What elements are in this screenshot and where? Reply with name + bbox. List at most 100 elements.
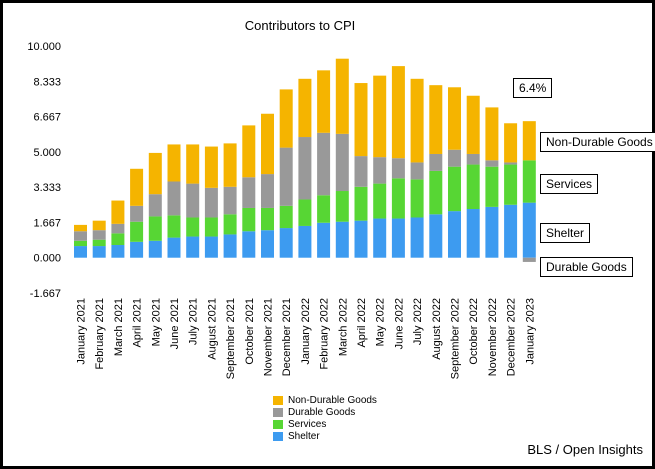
x-tick-label: December 2021 xyxy=(281,298,293,376)
x-axis: January 2021 February 2021 March 2021 April… xyxy=(76,298,537,379)
y-tick-label: -1.667 xyxy=(30,288,61,300)
annotation-total: 6.4% xyxy=(513,78,553,98)
bar-segment-services xyxy=(167,215,181,238)
x-tick-label: July 2021 xyxy=(188,298,200,345)
bar-segment-shelter xyxy=(242,231,256,258)
bar-segment-services xyxy=(522,160,536,203)
legend: Non-Durable Goods Durable Goods Services… xyxy=(273,394,377,442)
x-tick-label: November 2022 xyxy=(487,298,499,376)
legend-item: Non-Durable Goods xyxy=(273,394,377,406)
bar-segment-services xyxy=(504,164,518,205)
bar-segment-shelter xyxy=(373,218,387,258)
x-tick-label: January 2023 xyxy=(524,298,536,365)
bar-segment-shelter xyxy=(317,222,331,258)
y-tick-label: 10.000 xyxy=(27,41,61,53)
x-tick-label: June 2021 xyxy=(169,298,181,349)
bar-segment-shelter xyxy=(130,241,144,258)
bar-segment-services xyxy=(335,191,349,222)
bar-segment-non-durable-goods xyxy=(111,200,125,224)
bar-segment-services xyxy=(354,186,368,221)
bar-segment-services xyxy=(74,240,87,247)
bar-segment-durable-goods xyxy=(74,231,87,241)
bar-segment-shelter xyxy=(279,228,293,258)
bar-segment-services xyxy=(261,207,274,231)
bar-segment-durable-goods xyxy=(261,174,274,208)
legend-label: Non-Durable Goods xyxy=(288,394,377,406)
bar-segment-services xyxy=(92,239,106,247)
bar-segment-services xyxy=(298,199,312,226)
annotation-shelter: Shelter xyxy=(540,223,591,243)
bar-segment-shelter xyxy=(148,240,162,258)
y-tick-label: 3.333 xyxy=(33,182,61,194)
bar-segment-durable-goods xyxy=(111,223,125,234)
bar-segment-shelter xyxy=(186,236,200,258)
bar-segment-durable-goods xyxy=(317,132,331,196)
chart-title: Contributors to CPI xyxy=(245,18,356,33)
bar-segment-non-durable-goods xyxy=(130,168,144,206)
y-tick-label: 0.000 xyxy=(33,253,61,265)
bar-segment-durable-goods xyxy=(391,158,405,179)
bar-segment-durable-goods xyxy=(466,153,480,165)
bar-segment-non-durable-goods xyxy=(373,75,387,158)
bars xyxy=(74,58,536,262)
legend-item: Shelter xyxy=(273,430,377,442)
bar-segment-durable-goods xyxy=(522,257,536,262)
bar-segment-non-durable-goods xyxy=(354,83,368,157)
legend-label: Durable Goods xyxy=(288,406,356,418)
bar-segment-shelter xyxy=(261,230,274,258)
legend-item: Services xyxy=(273,418,377,430)
y-tick-label: 1.667 xyxy=(33,217,61,229)
x-tick-label: December 2022 xyxy=(506,298,518,376)
bar-segment-shelter xyxy=(335,221,349,258)
bar-segment-shelter xyxy=(410,217,424,258)
bar-segment-services xyxy=(410,179,424,218)
bar-segment-durable-goods xyxy=(448,149,461,167)
x-tick-label: October 2021 xyxy=(244,298,256,365)
legend-swatch-services xyxy=(273,419,283,429)
x-tick-label: March 2022 xyxy=(337,298,349,356)
bar-segment-non-durable-goods xyxy=(204,146,218,188)
bar-segment-durable-goods xyxy=(186,183,200,218)
annotation-non-durable-goods: Non-Durable Goods xyxy=(540,132,655,152)
bar-segment-services xyxy=(485,166,499,207)
x-tick-label: October 2022 xyxy=(468,298,480,365)
x-tick-label: April 2021 xyxy=(132,298,144,348)
bar-segment-non-durable-goods xyxy=(429,85,443,154)
x-tick-label: May 2022 xyxy=(375,298,387,346)
bar-segment-non-durable-goods xyxy=(504,123,518,163)
bar-segment-non-durable-goods xyxy=(242,125,256,178)
bar-segment-durable-goods xyxy=(167,181,181,216)
bar-segment-services xyxy=(148,216,162,241)
bar-segment-non-durable-goods xyxy=(391,66,405,159)
bar-segment-services xyxy=(204,217,218,237)
bar-segment-durable-goods xyxy=(429,153,443,171)
bar-segment-shelter xyxy=(111,245,125,258)
bar-segment-non-durable-goods xyxy=(167,144,181,182)
x-tick-label: September 2022 xyxy=(450,298,462,379)
bar-segment-non-durable-goods xyxy=(298,78,312,138)
source-credit: BLS / Open Insights xyxy=(527,442,643,457)
bar-segment-durable-goods xyxy=(504,162,518,165)
bar-segment-non-durable-goods xyxy=(223,143,237,187)
bar-segment-durable-goods xyxy=(485,160,499,167)
bar-segment-non-durable-goods xyxy=(317,70,331,133)
bar-segment-shelter xyxy=(74,246,87,258)
bar-segment-shelter xyxy=(522,202,536,258)
bar-segment-durable-goods xyxy=(92,230,106,240)
bar-segment-shelter xyxy=(448,211,461,258)
bar-segment-services xyxy=(186,217,200,237)
bar-segment-services xyxy=(223,214,237,235)
bar-segment-durable-goods xyxy=(130,205,144,222)
legend-swatch-shelter xyxy=(273,431,283,441)
y-tick-label: 8.333 xyxy=(33,76,61,88)
bar-segment-durable-goods xyxy=(335,133,349,192)
x-tick-label: June 2022 xyxy=(393,298,405,349)
bar-segment-shelter xyxy=(204,236,218,258)
bar-segment-shelter xyxy=(298,225,312,258)
x-tick-label: August 2022 xyxy=(431,298,443,360)
bar-segment-shelter xyxy=(429,214,443,258)
bar-segment-durable-goods xyxy=(242,177,256,208)
bar-segment-shelter xyxy=(485,206,499,258)
bar-segment-services xyxy=(111,233,125,245)
